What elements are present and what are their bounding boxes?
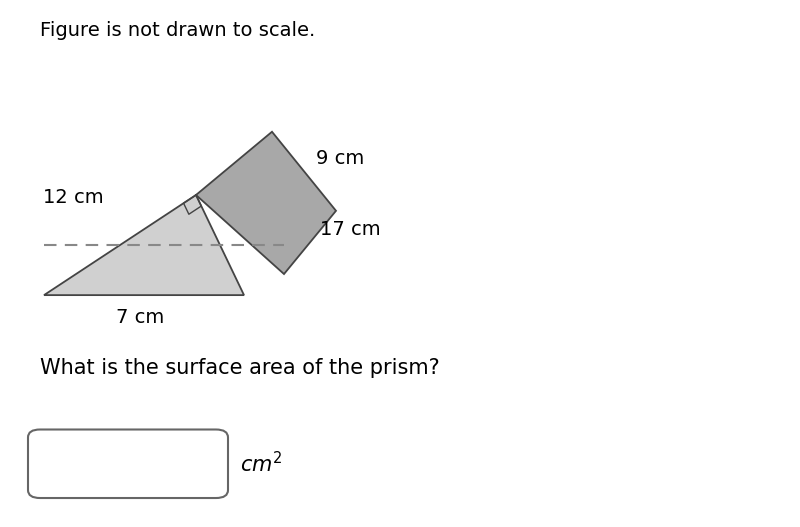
Text: 7 cm: 7 cm (116, 308, 164, 327)
Polygon shape (44, 195, 244, 295)
Text: 9 cm: 9 cm (316, 149, 364, 168)
Text: Figure is not drawn to scale.: Figure is not drawn to scale. (40, 21, 315, 40)
Text: $cm^2$: $cm^2$ (240, 451, 282, 476)
Polygon shape (196, 132, 336, 274)
Text: 17 cm: 17 cm (320, 220, 381, 239)
FancyBboxPatch shape (28, 430, 228, 498)
Text: What is the surface area of the prism?: What is the surface area of the prism? (40, 358, 440, 378)
Text: 12 cm: 12 cm (43, 188, 104, 207)
